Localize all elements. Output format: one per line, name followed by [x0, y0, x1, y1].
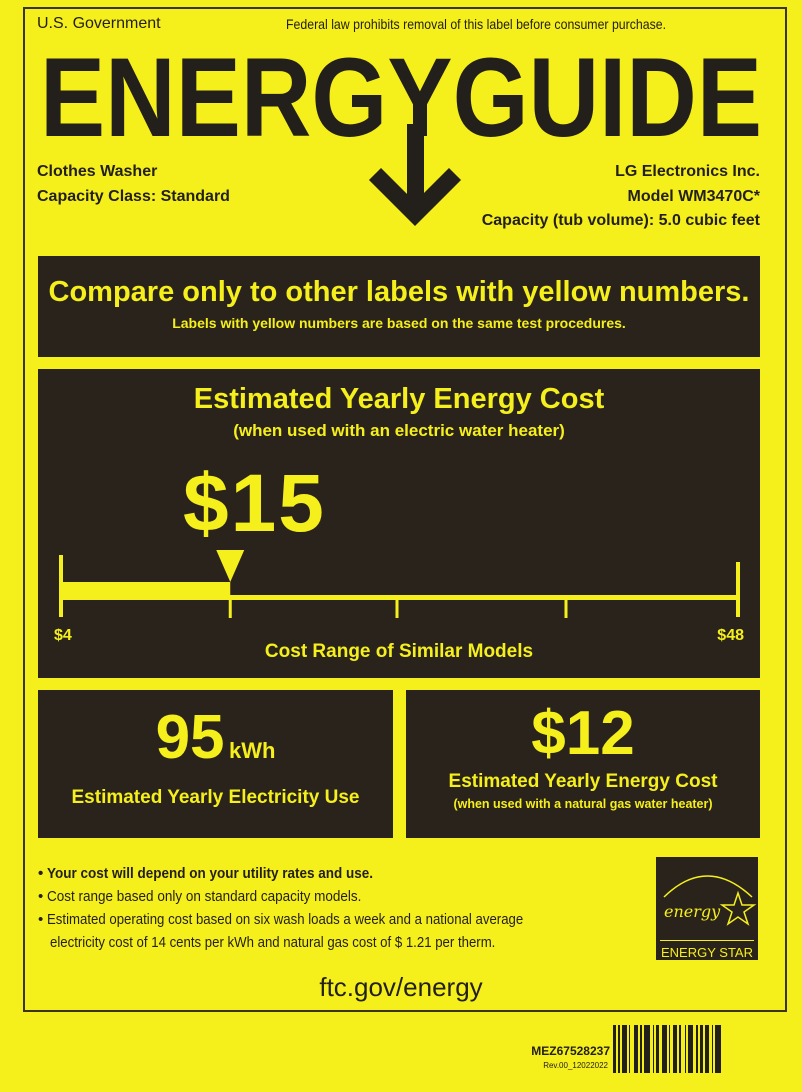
- barcode-bar: [618, 1025, 620, 1073]
- barcode-bar: [644, 1025, 650, 1073]
- barcode-bar: [705, 1025, 709, 1073]
- model-line: Model WM3470C*: [628, 188, 760, 206]
- barcode-bar: [715, 1025, 721, 1073]
- energy-star-script: energy: [664, 902, 721, 921]
- manufacturer: LG Electronics Inc.: [615, 163, 760, 180]
- electricity-label: Estimated Yearly Electricity Use: [71, 787, 360, 808]
- energyguide-title: ENERGYGUIDE: [40, 44, 762, 160]
- barcode-bar: [613, 1025, 616, 1073]
- energyguide-logo: ENERGYGUIDE: [40, 44, 762, 227]
- compare-headline: Compare only to other labels with yellow…: [48, 276, 750, 308]
- range-tick: [395, 600, 399, 618]
- cost-value: $15: [183, 458, 326, 549]
- note-item: • Cost range based only on standard capa…: [38, 888, 362, 905]
- down-arrow-icon: [368, 124, 462, 227]
- barcode-bar: [653, 1025, 654, 1073]
- barcode-bar: [685, 1025, 686, 1073]
- cost-marker-triangle: [216, 550, 245, 582]
- barcode-bar: [656, 1025, 659, 1073]
- electricity-use-box: 95 kWh Estimated Yearly Electricity Use: [38, 690, 393, 838]
- note-item: • Your cost will depend on your utility …: [38, 865, 374, 882]
- federal-law-text: Federal law prohibits removal of this la…: [286, 16, 667, 32]
- website-link[interactable]: ftc.gov/energy: [319, 972, 483, 1002]
- note-item: • Estimated operating cost based on six …: [38, 911, 524, 928]
- range-fill: [61, 582, 231, 600]
- barcode-bar: [679, 1025, 681, 1073]
- capacity-class: Capacity Class: Standard: [37, 188, 230, 205]
- barcode-bar: [696, 1025, 698, 1073]
- range-cap-left: [59, 555, 63, 617]
- electricity-value: 95: [155, 703, 225, 772]
- us-government-text: U.S. Government: [37, 15, 161, 32]
- compare-subline: Labels with yellow numbers are based on …: [172, 315, 626, 331]
- revision: Rev.00_12022022: [543, 1061, 608, 1070]
- gas-cost-box: $12 Estimated Yearly Energy Cost (when u…: [406, 690, 760, 838]
- barcode-bar: [669, 1025, 670, 1073]
- range-max-label: $48: [717, 627, 744, 644]
- cost-title: Estimated Yearly Energy Cost: [193, 383, 605, 415]
- federal-law-notice: Federal law prohibits removal of this la…: [286, 16, 718, 32]
- range-cap-right: [736, 562, 740, 617]
- barcode-bar: [629, 1025, 630, 1073]
- barcode-bar: [640, 1025, 642, 1073]
- model-number: WM3470C*: [678, 188, 760, 205]
- electric-cost-box: Estimated Yearly Energy Cost (when used …: [38, 369, 760, 678]
- note-item: electricity cost of 14 cents per kWh and…: [50, 934, 496, 951]
- barcode-bar: [712, 1025, 713, 1073]
- gas-cost-sublabel: (when used with a natural gas water heat…: [453, 797, 713, 811]
- barcode-bar: [688, 1025, 693, 1073]
- barcode-bar: [662, 1025, 667, 1073]
- energy-star-logo: energy ENERGY STAR: [656, 857, 758, 960]
- energy-star-divider: [660, 940, 754, 941]
- electricity-unit: kWh: [228, 738, 276, 763]
- product-type: Clothes Washer: [37, 163, 158, 180]
- compare-box: Compare only to other labels with yellow…: [38, 256, 760, 357]
- range-line: [61, 595, 738, 600]
- barcode-bar: [700, 1025, 703, 1073]
- model-label: Model: [627, 188, 674, 205]
- range-tick: [228, 600, 232, 618]
- gas-cost-label: Estimated Yearly Energy Cost: [448, 771, 718, 792]
- energy-star-icon: energy: [663, 875, 757, 926]
- tub-capacity: Capacity (tub volume): 5.0 cubic feet: [481, 212, 760, 229]
- range-min-label: $4: [54, 627, 72, 644]
- part-number: MEZ67528237: [531, 1044, 610, 1058]
- range-caption: Cost Range of Similar Models: [264, 641, 534, 662]
- cost-range-scale: [59, 550, 740, 618]
- notes-list: • Your cost will depend on your utility …: [38, 862, 589, 954]
- barcode: [613, 1025, 721, 1073]
- barcode-bar: [673, 1025, 677, 1073]
- range-tick: [564, 600, 568, 618]
- cost-subtitle: (when used with an electric water heater…: [233, 421, 565, 440]
- barcode-bar: [622, 1025, 627, 1073]
- barcode-bar: [634, 1025, 638, 1073]
- energy-star-label: ENERGY STAR: [661, 945, 753, 960]
- label-border: [23, 7, 787, 1012]
- gas-cost-value: $12: [531, 699, 635, 768]
